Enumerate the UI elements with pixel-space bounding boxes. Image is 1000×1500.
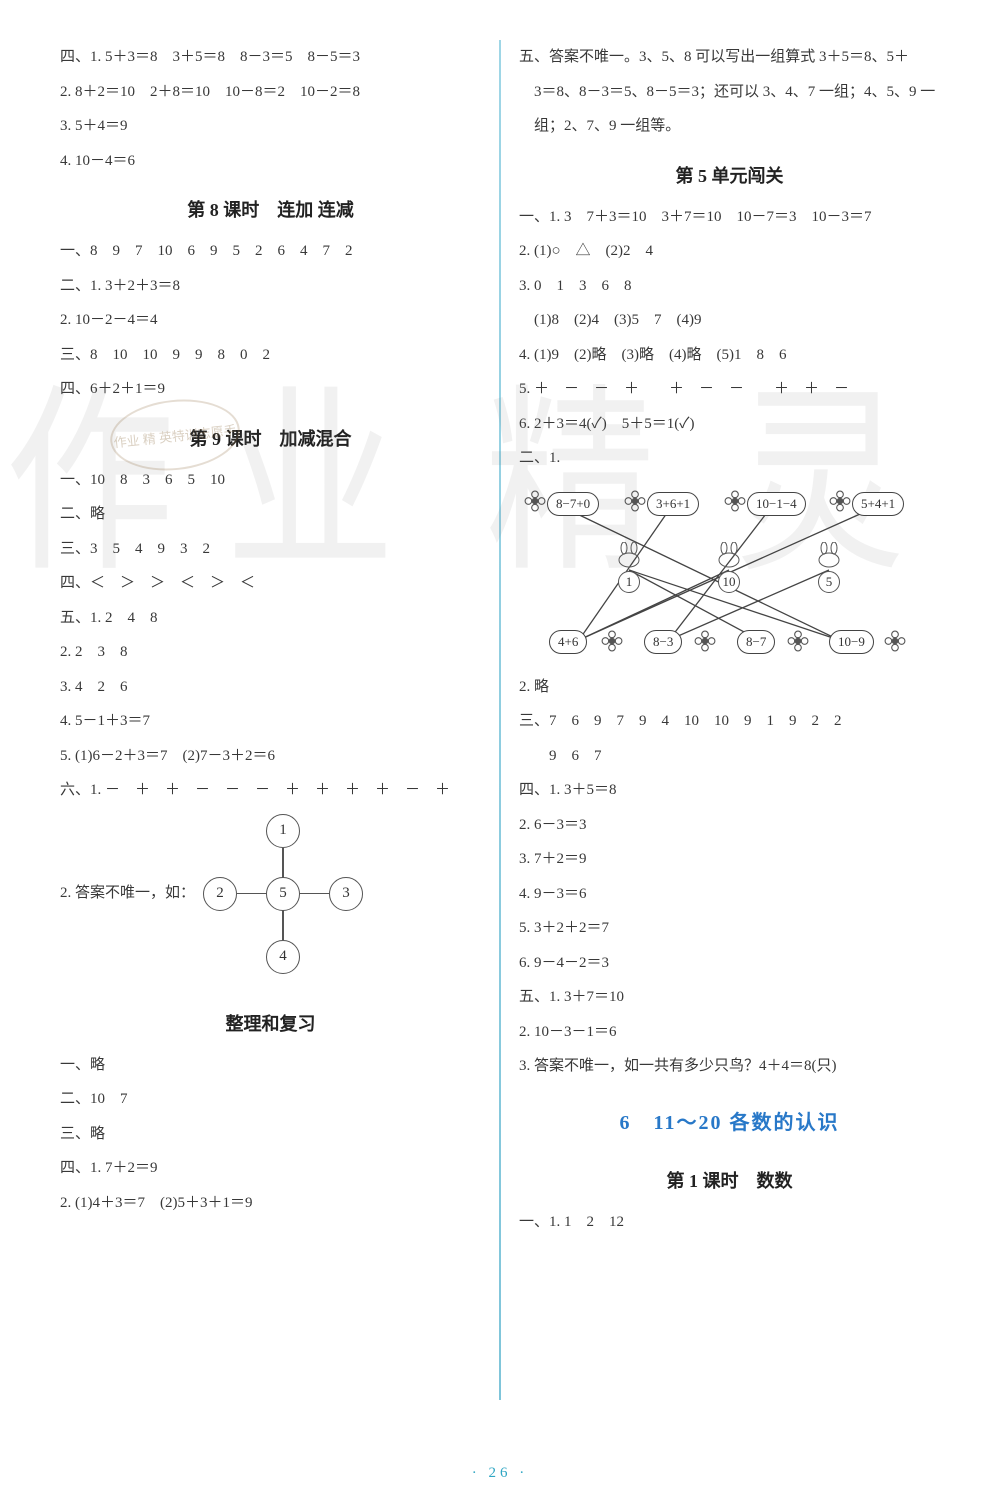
edge (282, 848, 284, 878)
text-line: 3. 7＋2＝9 (519, 842, 940, 877)
heading-lesson-9: 第 9 课时 加减混合 (60, 425, 481, 451)
text-line: 4. 5－1＋3＝7 (60, 704, 481, 739)
flower-icon (601, 630, 623, 652)
text-line: 一、1. 3 7＋3＝10 3＋7＝10 10－7＝3 10－3＝7 (519, 200, 940, 235)
text-line: 一、略 (60, 1048, 481, 1083)
text-line: 3. 4 2 6 (60, 670, 481, 705)
text-line: 三、8 10 10 9 9 8 0 2 (60, 338, 481, 373)
expr-bubble: 3+6+1 (647, 492, 699, 516)
expr-bubble: 8−7+0 (547, 492, 599, 516)
text-line: 5. ＋ － － ＋ ＋ － － ＋ ＋ － (519, 372, 940, 407)
rabbit-label: 1 (618, 571, 640, 593)
text-line: 四、1. 3＋5＝8 (519, 773, 940, 808)
expr-bubble: 4+6 (549, 630, 587, 654)
expr-bubble: 10−1−4 (747, 492, 806, 516)
rabbit-label: 5 (818, 571, 840, 593)
left-column: 四、1. 5＋3＝8 3＋5＝8 8－3＝5 8－5＝3 2. 8＋2＝10 2… (60, 40, 499, 1400)
text-line: 三、7 6 9 7 9 4 10 10 9 1 9 2 2 (519, 704, 940, 739)
text-line: 五、1. 2 4 8 (60, 601, 481, 636)
node-top: 1 (266, 814, 300, 848)
text-line: 5. 3＋2＋2＝7 (519, 911, 940, 946)
text-line: 2. 6－3＝3 (519, 808, 940, 843)
text-line: 6. 9－4－2＝3 (519, 946, 940, 981)
text-line: 四、1. 5＋3＝8 3＋5＝8 8－3＝5 8－5＝3 (60, 40, 481, 75)
text-line: 2. 10－2－4＝4 (60, 303, 481, 338)
text-line: (1)8 (2)4 (3)5 7 (4)9 (519, 303, 940, 338)
flower-icon (884, 630, 906, 652)
rabbit-icon: 10 (714, 542, 744, 582)
edge (237, 893, 267, 895)
text-line: 3. 答案不唯一，如一共有多少只鸟？4＋4＝8(只) (519, 1049, 940, 1084)
text-line: 一、1. 1 2 12 (519, 1205, 940, 1240)
text-line: 2. 10－3－1＝6 (519, 1015, 940, 1050)
node-right: 3 (329, 877, 363, 911)
text-line: 六、1. － ＋ ＋ － － － ＋ ＋ ＋ ＋ － ＋ (60, 773, 481, 808)
rabbit-label: 10 (718, 571, 740, 593)
node-left: 2 (203, 877, 237, 911)
cross-diagram: 1 2 5 3 4 (203, 814, 363, 974)
text-line: 二、1. 3＋2＋3＝8 (60, 269, 481, 304)
heading-chapter-6: 6 11～20 各数的认识 (519, 1106, 940, 1135)
rabbit-icon: 5 (814, 542, 844, 582)
heading-lesson-1: 第 1 课时 数数 (519, 1167, 940, 1193)
text-line: 一、10 8 3 6 5 10 (60, 463, 481, 498)
node-bottom: 4 (266, 940, 300, 974)
cross-prefix: 2. 答案不唯一，如： (60, 876, 195, 911)
text-line: 3. 5＋4＝9 (60, 109, 481, 144)
text-line: 2. (1)4＋3＝7 (2)5＋3＋1＝9 (60, 1186, 481, 1221)
cross-diagram-row: 2. 答案不唯一，如： 1 2 5 3 4 (60, 814, 481, 974)
flower-icon (829, 490, 851, 512)
text-line: 2. 2 3 8 (60, 635, 481, 670)
text-line: 三、3 5 4 9 3 2 (60, 532, 481, 567)
expr-bubble: 10−9 (829, 630, 874, 654)
text-line: 2. 8＋2＝10 2＋8＝10 10－8＝2 10－2＝8 (60, 75, 481, 110)
heading-lesson-8: 第 8 课时 连加 连减 (60, 196, 481, 222)
rabbit-icon: 1 (614, 542, 644, 582)
text-line: 4. (1)9 (2)略 (3)略 (4)略 (5)1 8 6 (519, 338, 940, 373)
text-line: 五、1. 3＋7＝10 (519, 980, 940, 1015)
expr-bubble: 8−7 (737, 630, 775, 654)
text-line: 四、6＋2＋1＝9 (60, 372, 481, 407)
text-line: 二、1. (519, 441, 940, 476)
text-line: 5. (1)6－2＋3＝7 (2)7－3＋2＝6 (60, 739, 481, 774)
edge (299, 893, 329, 895)
text-line: 9 6 7 (519, 739, 940, 774)
text-line: 五、答案不唯一。3、5、8 可以写出一组算式 3＋5＝8、5＋ (519, 40, 940, 75)
flower-icon (724, 490, 746, 512)
text-line: 二、略 (60, 497, 481, 532)
text-line: 四、＜ ＞ ＞ ＜ ＞ ＜ (60, 566, 481, 601)
text-line: 3＝8、8－3＝5、8－5＝3；还可以 3、4、7 一组；4、5、9 一 (519, 75, 940, 110)
text-line: 3. 0 1 3 6 8 (519, 269, 940, 304)
text-line: 三、略 (60, 1117, 481, 1152)
text-line: 一、8 9 7 10 6 9 5 2 6 4 7 2 (60, 234, 481, 269)
expr-bubble: 5+4+1 (852, 492, 904, 516)
right-column: 五、答案不唯一。3、5、8 可以写出一组算式 3＋5＝8、5＋ 3＝8、8－3＝… (501, 40, 940, 1400)
edge (282, 910, 284, 940)
page-number: · 26 · (0, 1465, 1000, 1482)
text-line: 四、1. 7＋2＝9 (60, 1151, 481, 1186)
flower-icon (524, 490, 546, 512)
text-line: 4. 10－4＝6 (60, 144, 481, 179)
text-line: 6. 2＋3＝4(✓) 5＋5＝1(✓) (519, 407, 940, 442)
node-center: 5 (266, 877, 300, 911)
page-container: 四、1. 5＋3＝8 3＋5＝8 8－3＝5 8－5＝3 2. 8＋2＝10 2… (0, 0, 1000, 1430)
flower-icon (624, 490, 646, 512)
expr-bubble: 8−3 (644, 630, 682, 654)
heading-review: 整理和复习 (60, 1010, 481, 1036)
text-line: 4. 9－3＝6 (519, 877, 940, 912)
matching-diagram: 8−7+0 3+6+1 10−1−4 5+4+1 1 10 5 4+6 (519, 480, 929, 660)
text-line: 组；2、7、9 一组等。 (519, 109, 940, 144)
text-line: 2. (1)○ △ (2)2 4 (519, 234, 940, 269)
text-line: 二、10 7 (60, 1082, 481, 1117)
flower-icon (787, 630, 809, 652)
text-line: 2. 略 (519, 670, 940, 705)
heading-unit-5: 第 5 单元闯关 (519, 162, 940, 188)
flower-icon (694, 630, 716, 652)
